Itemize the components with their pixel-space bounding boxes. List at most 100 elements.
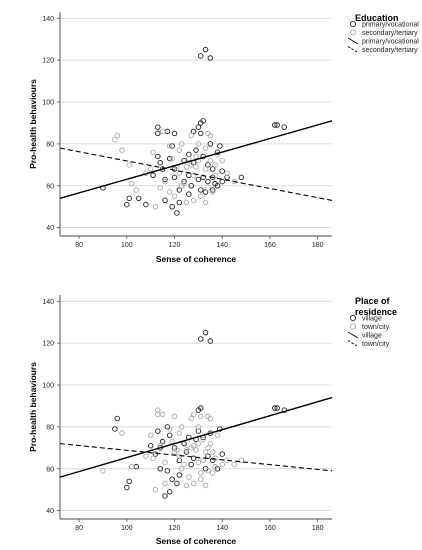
- x-tick-label: 120: [169, 242, 181, 249]
- data-point: [169, 203, 175, 210]
- data-point: [190, 128, 197, 135]
- data-point: [133, 463, 140, 470]
- data-point: [171, 130, 178, 137]
- legend-label: primary/vocational: [362, 22, 419, 29]
- data-point: [195, 124, 202, 130]
- data-point: [219, 451, 225, 457]
- data-point: [198, 413, 204, 420]
- data-point: [205, 162, 211, 168]
- y-tick-label: 80: [46, 141, 54, 148]
- data-point: [188, 162, 194, 168]
- y-tick-label: 120: [42, 341, 54, 348]
- y-tick-label: 40: [46, 225, 54, 232]
- data-point: [202, 145, 209, 151]
- data-point: [195, 424, 202, 430]
- data-point: [178, 141, 185, 147]
- data-point: [114, 415, 121, 422]
- data-point: [181, 461, 187, 468]
- data-point: [167, 432, 173, 439]
- data-point: [190, 480, 197, 487]
- data-point: [188, 415, 194, 422]
- data-point: [202, 329, 209, 336]
- data-point: [155, 124, 161, 130]
- data-point: [176, 147, 183, 153]
- data-point: [205, 178, 211, 185]
- data-point: [190, 442, 197, 449]
- data-point: [202, 46, 209, 53]
- data-point: [190, 172, 197, 179]
- data-point: [219, 178, 225, 185]
- x-tick-label: 120: [169, 525, 181, 532]
- data-point: [198, 476, 204, 482]
- data-point: [209, 189, 216, 195]
- data-point: [124, 484, 130, 491]
- data-point: [271, 405, 278, 411]
- x-axis-title: Sense of coherence: [156, 536, 237, 546]
- data-point: [219, 461, 225, 468]
- data-point: [274, 405, 280, 411]
- data-point: [171, 413, 178, 420]
- data-point: [202, 189, 209, 195]
- x-tick-label: 160: [264, 525, 276, 532]
- legend-line-swatch: [347, 37, 359, 45]
- data-point: [212, 455, 218, 462]
- data-point: [207, 157, 214, 164]
- legend-title: residence: [355, 307, 397, 317]
- data-point: [198, 405, 204, 411]
- data-point: [186, 155, 192, 162]
- data-point: [198, 53, 204, 59]
- data-point: [135, 195, 142, 202]
- data-point: [167, 489, 173, 495]
- data-point: [171, 174, 178, 181]
- fit-line: [59, 147, 333, 201]
- x-tick-label: 80: [75, 525, 83, 532]
- data-point: [207, 338, 214, 344]
- data-point: [202, 166, 209, 172]
- data-point: [167, 189, 173, 195]
- data-point: [159, 438, 166, 445]
- data-point: [231, 461, 237, 468]
- data-point: [157, 159, 163, 166]
- y-tick-label: 60: [46, 466, 54, 473]
- data-point: [169, 155, 175, 162]
- data-point: [193, 447, 199, 453]
- data-point: [212, 463, 218, 470]
- legend-label: village: [362, 316, 382, 323]
- data-point: [178, 466, 185, 472]
- data-point: [119, 147, 125, 153]
- data-point: [205, 445, 211, 451]
- data-point: [157, 466, 163, 472]
- x-axis-title: Sense of coherence: [156, 254, 237, 264]
- x-tick-label: 140: [216, 242, 228, 249]
- data-point: [188, 461, 194, 468]
- data-point: [152, 486, 159, 493]
- data-point: [195, 459, 202, 466]
- data-point: [198, 187, 204, 193]
- data-point: [155, 428, 161, 434]
- x-tick-label: 180: [312, 242, 324, 249]
- data-point: [188, 183, 194, 189]
- legend-label: secondary/tertiary: [362, 47, 418, 54]
- y-tick-label: 120: [42, 58, 54, 65]
- data-point: [114, 132, 121, 139]
- legend: Place ofresidencevillagetown/cityvillage…: [347, 296, 397, 348]
- data-point: [271, 122, 278, 128]
- data-point: [155, 130, 161, 137]
- legend-line-swatch: [347, 340, 359, 347]
- data-point: [133, 187, 140, 193]
- chart-panel-1: 40 60 80 100 120 140 80 100 120 140 160 180 Sense of…: [28, 12, 419, 264]
- data-point: [212, 172, 218, 179]
- data-point: [183, 449, 190, 455]
- y-tick-label: 60: [46, 183, 54, 190]
- data-point: [281, 124, 288, 130]
- data-point: [207, 55, 214, 61]
- data-point: [209, 166, 216, 172]
- legend-line-swatch: [347, 46, 359, 53]
- data-point: [190, 455, 197, 462]
- legend-label: village: [362, 333, 382, 340]
- y-tick-label: 40: [46, 508, 54, 515]
- data-point: [169, 476, 175, 482]
- data-point: [174, 447, 180, 453]
